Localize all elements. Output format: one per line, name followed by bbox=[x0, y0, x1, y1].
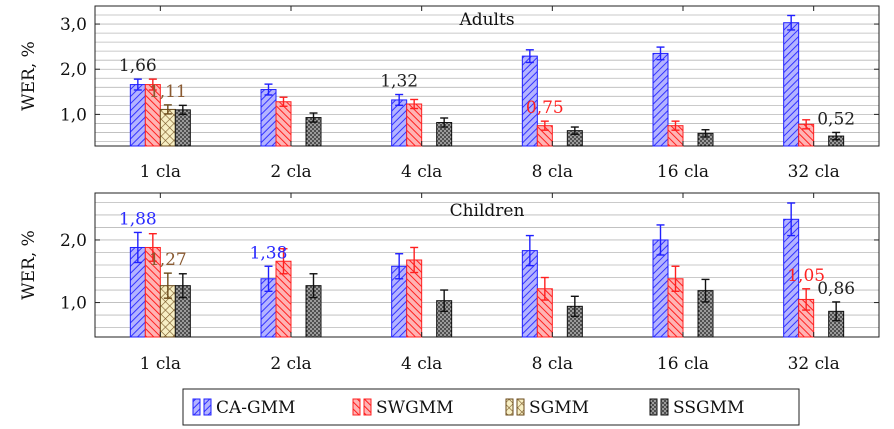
plot-frame bbox=[94, 192, 880, 338]
legend-entry-ca-gmm: CA-GMM bbox=[192, 398, 295, 418]
y-axis-label: WER, % bbox=[19, 230, 39, 300]
data-label: 1,05 bbox=[787, 266, 825, 286]
legend-entry-ssgmm: SSGMM bbox=[649, 398, 744, 418]
data-label: 0,75 bbox=[526, 98, 564, 118]
legend-entry-sgmm: SGMM bbox=[505, 398, 589, 418]
x-tick-label: 2 cla bbox=[270, 354, 311, 374]
bar-ssgmm bbox=[174, 109, 191, 147]
x-tick-label: 4 cla bbox=[401, 162, 442, 182]
x-tick-labels: 1 cla 2 cla 4 cla 8 cla 16 cla 32 cla bbox=[140, 6, 840, 182]
chart-title: Children bbox=[450, 201, 525, 221]
legend-label: CA-GMM bbox=[216, 398, 295, 418]
x-tick-label: 8 cla bbox=[532, 162, 573, 182]
chart-panel-adults: 1,0 2,0 3,0 1 cla 2 cla 4 cla 8 cla 16 cla 32 c… bbox=[19, 5, 880, 182]
data-labels: 1,66 1,11 1,32 0,75 0,52 bbox=[119, 56, 855, 129]
y-tick-label: 1,0 bbox=[60, 294, 87, 314]
bar-swgmm bbox=[275, 101, 292, 147]
x-tick-label: 8 cla bbox=[532, 354, 573, 374]
legend-entry-swgmm: SWGMM bbox=[352, 398, 454, 418]
legend-swatch bbox=[363, 398, 372, 416]
bar-swgmm bbox=[406, 103, 423, 147]
legend-swatch bbox=[352, 398, 361, 416]
plot-frame bbox=[94, 5, 880, 147]
y-tick-label: 3,0 bbox=[60, 15, 87, 35]
y-axis-label: WER, % bbox=[19, 41, 39, 111]
grid-lines bbox=[95, 14, 879, 142]
bar-ca-gmm bbox=[391, 99, 408, 147]
y-tick-label: 2,0 bbox=[60, 60, 87, 80]
legend-swatch bbox=[192, 398, 201, 416]
x-tick-label: 1 cla bbox=[140, 162, 181, 182]
legend-box bbox=[182, 388, 800, 426]
legend-label: SGMM bbox=[529, 398, 589, 418]
legend-swatch bbox=[649, 398, 658, 416]
x-tick-label: 16 cla bbox=[657, 354, 709, 374]
legend-swatch bbox=[516, 398, 525, 416]
data-label: 1,66 bbox=[119, 56, 157, 76]
bars bbox=[129, 202, 845, 338]
chart-panel-children: 1,02,0 1 cla 2 cla 4 cla 8 cla 16 cla 32 cla … bbox=[19, 192, 880, 374]
y-ticks: 1,0 2,0 3,0 bbox=[60, 15, 879, 125]
y-tick-label: 2,0 bbox=[60, 231, 87, 251]
bars bbox=[129, 14, 845, 147]
bar-ca-gmm bbox=[783, 22, 800, 147]
legend-swatch bbox=[505, 398, 514, 416]
bar-ca-gmm bbox=[652, 52, 669, 147]
x-tick-label: 4 cla bbox=[401, 354, 442, 374]
data-label: 1,32 bbox=[380, 72, 418, 92]
data-label: 0,86 bbox=[817, 279, 855, 299]
x-tick-label: 1 cla bbox=[140, 354, 181, 374]
legend-swatch bbox=[203, 398, 212, 416]
bar-ca-gmm bbox=[129, 84, 146, 147]
data-label: 1,11 bbox=[149, 82, 187, 102]
data-label: 1,38 bbox=[250, 243, 288, 263]
bar-sgmm bbox=[159, 108, 176, 147]
bar-ca-gmm bbox=[260, 89, 277, 147]
y-tick-label: 1,0 bbox=[60, 105, 87, 125]
legend-swatch bbox=[660, 398, 669, 416]
data-labels: 1,88 1,27 1,38 1,050,86 bbox=[119, 209, 855, 298]
x-tick-label: 16 cla bbox=[657, 162, 709, 182]
grid-lines bbox=[95, 201, 879, 329]
legend-label: SWGMM bbox=[376, 398, 454, 418]
x-tick-label: 32 cla bbox=[788, 162, 840, 182]
legend-label: SSGMM bbox=[673, 398, 744, 418]
data-label: 1,88 bbox=[119, 209, 157, 229]
x-tick-label: 32 cla bbox=[788, 354, 840, 374]
legend: CA-GMM SWGMM SGMM SSGMM bbox=[182, 388, 800, 426]
x-tick-labels: 1 cla 2 cla 4 cla 8 cla 16 cla 32 cla bbox=[140, 193, 840, 374]
chart-title: Adults bbox=[458, 10, 514, 30]
data-label: 1,27 bbox=[149, 250, 187, 270]
data-label: 0,52 bbox=[817, 109, 855, 129]
x-tick-label: 2 cla bbox=[270, 162, 311, 182]
y-ticks: 1,0 2,0 bbox=[60, 231, 879, 314]
